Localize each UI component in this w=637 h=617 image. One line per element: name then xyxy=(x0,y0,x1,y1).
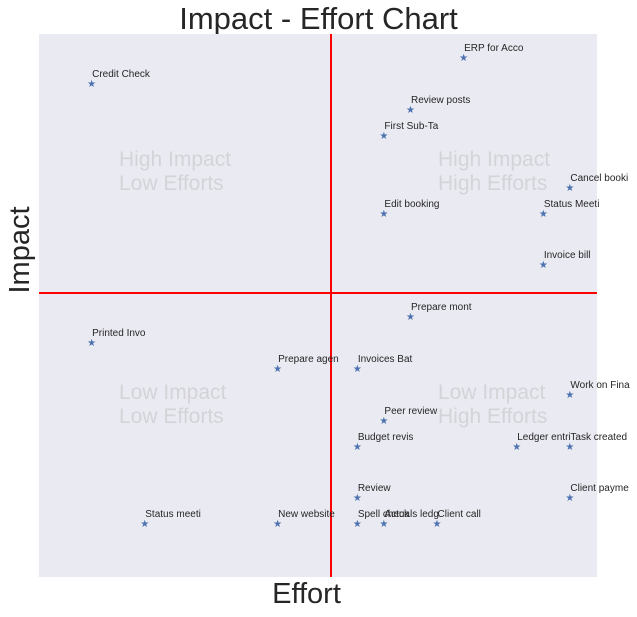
point-label: Budget revis xyxy=(357,431,414,443)
star-marker-icon: ★ xyxy=(140,519,150,531)
plot-area: High Impact Low Efforts High Impact High… xyxy=(39,34,630,577)
quadrant-label-high-impact-high-effort: High Impact High Efforts xyxy=(438,148,551,195)
point-label: Spell check xyxy=(357,509,409,521)
star-marker-icon: ★ xyxy=(379,415,389,427)
star-marker-icon: ★ xyxy=(565,493,575,505)
star-marker-icon: ★ xyxy=(459,53,469,65)
star-marker-icon: ★ xyxy=(565,182,575,194)
point-label: Status meeti xyxy=(145,509,201,521)
point-label: ERP for Acco xyxy=(464,43,524,55)
star-marker-icon: ★ xyxy=(405,104,415,116)
point-label: Invoice bill xyxy=(543,250,591,262)
star-marker-icon: ★ xyxy=(538,208,548,220)
point-label: New website xyxy=(278,509,335,521)
quadrant-label-low-impact-high-effort: Low Impact High Efforts xyxy=(438,381,548,428)
x-axis-label-text: Effort xyxy=(272,578,341,610)
point-label: Cancel booki xyxy=(570,172,629,184)
point-label: Client payme xyxy=(570,483,629,495)
point-label: Actuals ledg xyxy=(384,509,439,521)
impact-divider-line xyxy=(39,292,597,295)
star-marker-icon: ★ xyxy=(87,79,97,90)
x-axis-label: Effort xyxy=(0,578,637,611)
point-label: Edit booking xyxy=(384,198,440,210)
point-label: Status Meeti xyxy=(543,198,600,210)
star-marker-icon: ★ xyxy=(565,389,575,401)
point-label: Credit Check xyxy=(92,69,150,80)
star-marker-icon: ★ xyxy=(352,363,362,375)
star-marker-icon: ★ xyxy=(512,441,522,453)
y-axis-label: Impact xyxy=(4,206,36,294)
point-label: Work on Fina xyxy=(570,379,630,391)
star-marker-icon: ★ xyxy=(352,493,362,505)
chart-title: Impact - Effort Chart xyxy=(179,1,458,36)
point-label: Review xyxy=(357,483,391,495)
star-marker-icon: ★ xyxy=(565,441,575,453)
point-label: First Sub-Ta xyxy=(384,120,439,132)
star-marker-icon: ★ xyxy=(432,519,442,531)
quadrant-label-high-impact-low-effort: High Impact Low Efforts xyxy=(119,148,232,195)
point-label: Invoices Bat xyxy=(357,353,413,365)
point-label: Prepare mont xyxy=(410,302,472,314)
star-marker-icon: ★ xyxy=(379,208,389,220)
star-marker-icon: ★ xyxy=(273,363,283,375)
star-marker-icon: ★ xyxy=(379,130,389,142)
star-marker-icon: ★ xyxy=(87,338,97,349)
point-label: Client call xyxy=(437,509,481,521)
star-marker-icon: ★ xyxy=(405,312,415,324)
quadrant-label-low-impact-low-effort: Low Impact Low Efforts xyxy=(119,381,227,428)
point-label: Peer review xyxy=(384,405,438,417)
star-marker-icon: ★ xyxy=(538,260,548,272)
effort-divider-line xyxy=(330,34,333,577)
point-label: Prepare agen xyxy=(278,353,339,365)
point-label: Task created xyxy=(570,431,628,443)
star-marker-icon: ★ xyxy=(379,519,389,531)
point-label: Review posts xyxy=(410,94,471,106)
star-marker-icon: ★ xyxy=(352,519,362,531)
point-label: Ledger entri xyxy=(517,431,571,443)
star-marker-icon: ★ xyxy=(273,519,283,531)
point-label: Printed Invo xyxy=(92,328,146,339)
star-marker-icon: ★ xyxy=(352,441,362,453)
